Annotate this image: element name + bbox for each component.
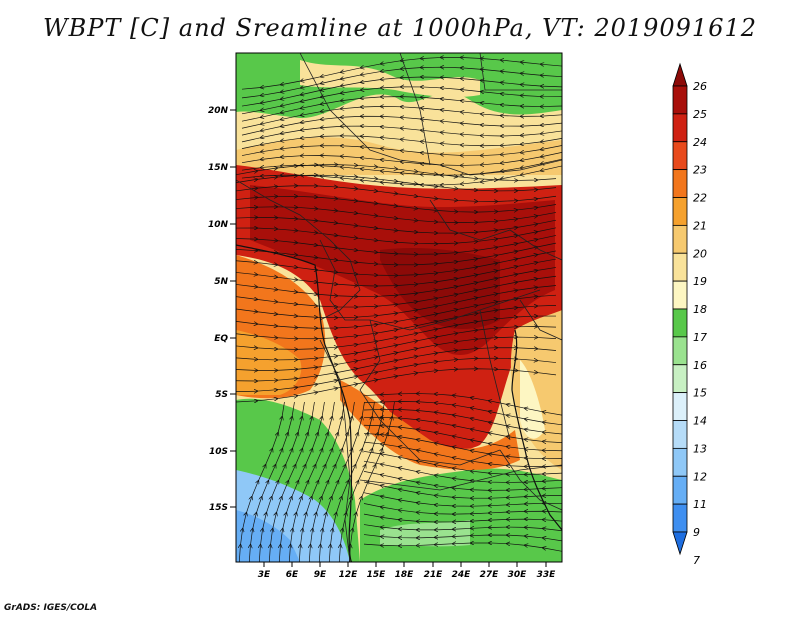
colorbar-label: 25 xyxy=(693,108,707,121)
colorbar-label: 17 xyxy=(693,331,707,344)
lon-label: 33E xyxy=(537,570,557,580)
colorbar-swatch xyxy=(672,197,688,226)
colorbar-swatch xyxy=(672,280,688,310)
colorbar-label: 15 xyxy=(693,387,707,400)
streamlines xyxy=(236,57,562,562)
lon-label: 18E xyxy=(395,570,415,580)
lon-label: 9E xyxy=(314,570,327,580)
colorbar-swatch xyxy=(672,85,688,115)
streamline xyxy=(363,543,562,552)
map-title: WBPT [C] and Sreamline at 1000hPa, VT: 2… xyxy=(42,14,758,42)
colorbar-top-arrow xyxy=(672,62,688,87)
coastline xyxy=(236,244,562,562)
lon-label: 24E xyxy=(452,570,472,580)
lon-label: 30E xyxy=(508,570,528,580)
temperature-field xyxy=(236,53,562,562)
colorbar-label: 7 xyxy=(693,554,700,567)
latitude-axis: 20N 15N 10N 5N EQ 5S 10S 15S xyxy=(208,106,236,513)
colorbar-label: 24 xyxy=(693,136,707,149)
colorbar-label: 11 xyxy=(693,498,707,511)
colorbar-swatch xyxy=(672,447,688,477)
credit-text: GrADS: IGES/COLA xyxy=(4,603,98,613)
colorbar-bottom-arrow xyxy=(672,531,688,556)
colorbar-swatch xyxy=(672,336,688,366)
colorbar-label: 14 xyxy=(693,415,707,428)
colorbar-label: 9 xyxy=(693,526,700,539)
lon-label: 21E xyxy=(424,570,444,580)
streamline xyxy=(236,369,557,402)
lat-label: 15S xyxy=(209,503,228,513)
colorbar-label: 13 xyxy=(693,442,707,455)
lon-label: 6E xyxy=(286,570,299,580)
colorbar-label: 26 xyxy=(693,80,707,93)
colorbar-label: 22 xyxy=(693,192,707,205)
colorbar-label: 16 xyxy=(693,359,707,372)
lat-label: 5N xyxy=(214,277,228,287)
colorbar-swatch xyxy=(672,475,688,505)
lon-label: 3E xyxy=(258,570,271,580)
colorbar: 26 25 24 23 22 21 20 19 18 17 16 15 14 13 12 11 9 7 xyxy=(672,62,707,567)
colorbar-label: 12 xyxy=(693,470,707,483)
colorbar-swatch xyxy=(672,392,688,421)
colorbar-swatch xyxy=(672,224,688,254)
colorbar-label: 23 xyxy=(693,164,707,177)
colorbar-swatch xyxy=(672,364,688,394)
colorbar-swatch xyxy=(672,420,688,449)
colorbar-swatch xyxy=(672,113,688,143)
colorbar-label: 18 xyxy=(693,303,707,316)
colorbar-swatch xyxy=(672,141,688,171)
streamline xyxy=(363,535,562,542)
lat-label: 10S xyxy=(209,447,228,457)
lon-label: 27E xyxy=(480,570,500,580)
colorbar-swatch xyxy=(672,503,688,533)
lat-label: 15N xyxy=(208,163,229,173)
longitude-axis: 3E 6E 9E 12E 15E 18E 21E 24E 27E 30E 33E xyxy=(258,562,556,580)
colorbar-label: 20 xyxy=(693,247,707,260)
lat-label: 5S xyxy=(215,390,228,400)
map-frame xyxy=(235,52,563,563)
streamline xyxy=(363,513,562,522)
lon-label: 15E xyxy=(367,570,387,580)
colorbar-label: 19 xyxy=(693,275,707,288)
streamline xyxy=(363,503,562,514)
lat-label: 20N xyxy=(208,106,229,116)
lat-label: 10N xyxy=(208,220,229,230)
lat-label: EQ xyxy=(214,334,228,344)
colorbar-swatch xyxy=(672,169,688,198)
colorbar-swatch xyxy=(672,252,688,282)
colorbar-label: 21 xyxy=(693,219,707,232)
streamline xyxy=(363,524,562,531)
lon-label: 12E xyxy=(339,570,359,580)
colorbar-swatch xyxy=(672,308,688,338)
